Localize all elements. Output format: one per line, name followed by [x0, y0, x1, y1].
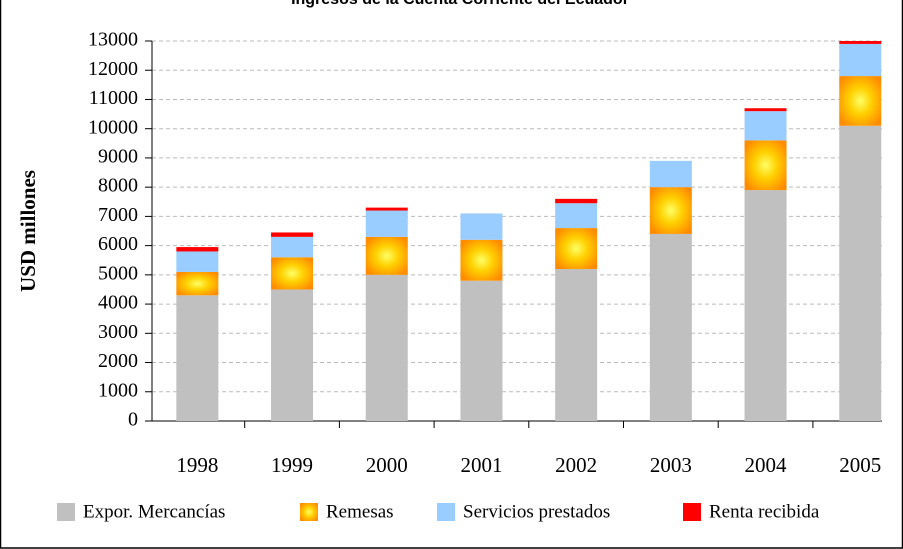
bar-segment	[271, 232, 314, 237]
legend-swatch	[683, 503, 701, 521]
bar-segment	[839, 41, 882, 44]
y-tick-label: 11000	[89, 87, 138, 109]
x-tick-label: 2005	[839, 453, 881, 477]
bar-segment	[365, 274, 408, 421]
bar-segment	[460, 280, 503, 421]
x-tick-label: 1999	[271, 453, 313, 477]
bar-segment	[555, 228, 598, 269]
y-tick-label: 6000	[98, 233, 138, 255]
bar-segment	[271, 236, 314, 258]
y-tick-label: 8000	[98, 175, 138, 197]
y-tick-label: 1000	[98, 379, 138, 401]
legend-swatch	[57, 503, 75, 521]
y-tick-label: 4000	[98, 292, 138, 314]
legend-label: Renta recibida	[709, 501, 820, 522]
bar-segment	[271, 289, 314, 421]
legend-label: Remesas	[326, 501, 394, 522]
legend-swatch	[437, 503, 455, 521]
bar-segment	[271, 257, 314, 290]
bar-segment	[176, 251, 219, 272]
y-tick-label: 5000	[98, 262, 138, 284]
y-tick-label: 10000	[88, 116, 138, 138]
bar-segment	[460, 239, 503, 281]
y-tick-label: 12000	[88, 58, 138, 80]
bar-segment	[555, 203, 598, 229]
x-tick-label: 2000	[366, 453, 408, 477]
legend-label: Servicios prestados	[463, 501, 610, 522]
bar-segment	[839, 76, 882, 126]
bar-segment	[365, 210, 408, 237]
bar-segment	[176, 247, 219, 252]
bar-segment	[744, 190, 787, 421]
bar-segment	[649, 233, 692, 421]
x-tick-label: 2004	[745, 453, 788, 477]
bar-segment	[649, 160, 692, 188]
chart-title: Ingresos de la Cuenta Corriente del Ecua…	[291, 0, 629, 8]
bar-segment	[744, 140, 787, 191]
bar-segment	[744, 111, 787, 141]
bar-segment	[176, 295, 219, 421]
bar-segment	[649, 187, 692, 234]
legend-swatch	[300, 503, 318, 521]
x-tick-label: 2003	[650, 453, 692, 477]
y-tick-label: 3000	[98, 321, 138, 343]
bar-segment	[555, 269, 598, 421]
bar-segment	[744, 108, 787, 112]
bar-segment	[839, 43, 882, 77]
x-tick-label: 1998	[176, 453, 218, 477]
x-tick-label: 2002	[555, 453, 597, 477]
bar-segment	[839, 125, 882, 422]
bar-segment	[365, 207, 408, 211]
y-tick-label: 13000	[88, 29, 138, 51]
bar-segment	[555, 198, 598, 204]
x-tick-label: 2001	[460, 453, 502, 477]
bar-segment	[460, 213, 503, 240]
y-tick-label: 2000	[98, 350, 138, 372]
bar-segment	[365, 236, 408, 275]
y-tick-label: 7000	[98, 204, 138, 226]
legend-label: Expor. Mercancías	[83, 501, 225, 522]
bar-segment	[176, 271, 219, 296]
y-tick-label: 9000	[98, 146, 138, 168]
y-axis-label: USD millones	[16, 170, 40, 292]
y-tick-label: 0	[128, 409, 138, 431]
